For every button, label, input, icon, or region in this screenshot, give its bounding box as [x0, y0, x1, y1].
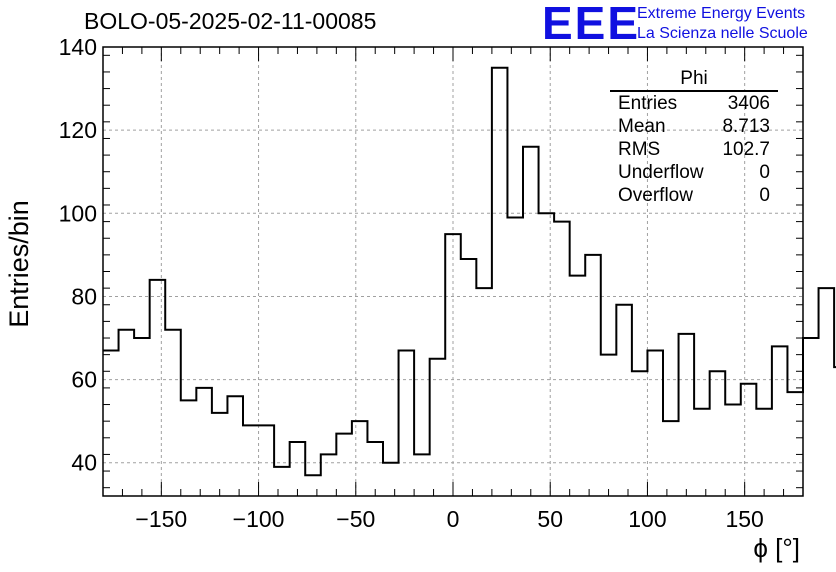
- x-tick-label: 100: [628, 506, 666, 532]
- y-tick-label: 80: [71, 283, 97, 309]
- x-tick-label: 50: [537, 506, 563, 532]
- stats-value: 8.713: [722, 116, 770, 137]
- histogram-bin: [601, 355, 617, 496]
- stats-label: Overflow: [618, 185, 693, 206]
- histogram-bin: [134, 338, 150, 496]
- x-axis-label: ϕ [°]: [753, 533, 800, 563]
- histogram-bin: [585, 255, 601, 496]
- y-axis-label: Entries/bin: [4, 200, 34, 328]
- histogram-bin: [554, 222, 570, 496]
- x-tick-label: −50: [336, 506, 375, 532]
- x-tick-label: 0: [447, 506, 460, 532]
- y-tick-label: 120: [59, 117, 97, 143]
- histogram-bin: [787, 392, 803, 496]
- stats-title: Phi: [610, 68, 778, 92]
- histogram-bin: [181, 400, 197, 496]
- histogram-bin: [647, 350, 663, 496]
- histogram-bin: [476, 288, 492, 496]
- histogram-bin: [212, 413, 228, 496]
- histogram-bin: [321, 454, 337, 496]
- stats-value: 102.7: [722, 139, 770, 160]
- histogram-bin: [803, 338, 819, 496]
- stats-label: RMS: [618, 139, 661, 160]
- histogram-bin: [414, 454, 430, 496]
- chart-title: BOLO-05-2025-02-11-00085: [84, 8, 377, 34]
- histogram-bin: [710, 371, 726, 496]
- stats-value: 0: [759, 162, 770, 183]
- histogram-bin: [445, 234, 461, 496]
- histogram-bin: [227, 396, 243, 496]
- histogram-bin: [632, 371, 648, 496]
- y-tick-label: 60: [71, 367, 97, 393]
- eee-logo: EEE: [542, 0, 641, 49]
- x-tick-label: −150: [135, 506, 187, 532]
- y-tick-label: 40: [71, 450, 97, 476]
- histogram-bin: [694, 409, 710, 496]
- y-tick-label: 100: [59, 200, 97, 226]
- histogram-bin: [523, 147, 539, 496]
- histogram-bin: [383, 463, 399, 496]
- histogram-bin: [741, 384, 757, 496]
- histogram-bin: [243, 425, 259, 496]
- histogram-bin: [725, 405, 741, 496]
- logo-line-2: La Scienza nelle Scuole: [637, 25, 808, 42]
- histogram-bin: [274, 467, 290, 496]
- histogram-bin: [196, 388, 212, 496]
- stats-value: 0: [759, 185, 770, 206]
- stats-row-entries: Entries 3406: [610, 92, 778, 115]
- stats-row-underflow: Underflow 0: [610, 161, 778, 184]
- stats-row-overflow: Overflow 0: [610, 184, 778, 207]
- histogram-bin: [367, 442, 383, 496]
- histogram-bin: [150, 280, 166, 496]
- y-tick-label: 140: [59, 34, 97, 60]
- histogram-bin: [399, 350, 415, 496]
- histogram-bin: [539, 213, 555, 496]
- histogram-bin: [165, 330, 181, 496]
- histogram-bin: [352, 421, 368, 496]
- histogram-bin: [119, 330, 135, 496]
- stats-label: Entries: [618, 93, 678, 114]
- logo-line-1: Extreme Energy Events: [637, 5, 806, 22]
- stats-row-rms: RMS 102.7: [610, 138, 778, 161]
- histogram-bin: [772, 346, 788, 496]
- histogram-bin: [430, 359, 446, 496]
- axis-layer: −150 −100 −50 0 50 100 150 40 60 80 100 120 140: [59, 34, 804, 532]
- histogram-outline: [103, 66, 836, 477]
- stats-box: Phi Entries 3406 Mean 8.713 RMS 102.7 Un…: [610, 68, 778, 207]
- histogram-bin: [259, 425, 275, 496]
- histogram-bin: [679, 334, 695, 496]
- stats-value: 3406: [727, 93, 770, 114]
- x-tick-label: −100: [233, 506, 285, 532]
- x-tick-label: 150: [725, 506, 763, 532]
- histogram-bin: [663, 421, 679, 496]
- histogram-bin: [570, 276, 586, 496]
- histogram-bin: [461, 259, 477, 496]
- histogram-bin: [305, 475, 321, 496]
- stats-label: Mean: [618, 116, 666, 137]
- histogram-bin: [616, 305, 632, 496]
- stats-row-mean: Mean 8.713: [610, 115, 778, 138]
- histogram-bin: [290, 442, 306, 496]
- histogram-bin: [819, 288, 835, 496]
- histogram-bin: [507, 217, 523, 496]
- stats-label: Underflow: [618, 162, 704, 183]
- histogram-bin: [756, 409, 772, 496]
- histogram-layer: [103, 66, 836, 496]
- histogram-bin: [492, 68, 508, 496]
- histogram-bin: [103, 350, 119, 496]
- histogram-bin: [336, 434, 352, 496]
